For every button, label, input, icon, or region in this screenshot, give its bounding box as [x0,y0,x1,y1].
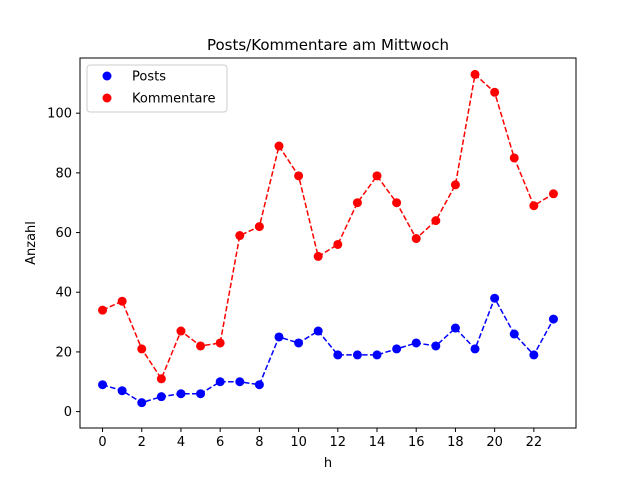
data-point [313,251,323,261]
data-point [176,326,186,336]
x-tick-label: 14 [369,435,386,450]
data-point [156,392,166,402]
data-point [274,141,284,151]
x-tick-label: 22 [526,435,543,450]
x-tick-label: 4 [177,435,185,450]
data-point [450,180,460,190]
data-point [450,323,460,333]
legend-marker [102,71,112,81]
y-tick-label: 80 [55,166,72,181]
data-point [235,231,245,241]
data-point [333,350,343,360]
data-point [411,234,421,244]
data-point [509,153,519,163]
data-point [352,350,362,360]
legend-box [86,64,228,113]
legend-marker [102,93,112,103]
series-posts [98,293,558,408]
data-point [548,189,558,199]
data-point [137,344,147,354]
y-tick-label: 20 [55,345,72,360]
data-point [333,239,343,249]
data-point [215,338,225,348]
data-point [294,338,304,348]
data-point [529,350,539,360]
data-point [372,350,382,360]
chart-title: Posts/Kommentare am Mittwoch [207,36,449,54]
x-tick-label: 2 [138,435,146,450]
data-point [254,380,264,390]
y-axis: 0 20 40 60 80 100 [47,107,80,420]
legend: Posts Kommentare [86,64,228,113]
data-point [490,293,500,303]
data-point [176,389,186,399]
data-point [313,326,323,336]
x-axis: 0 2 4 6 8 10 12 14 16 18 20 22 [98,428,542,450]
data-point [117,386,127,396]
series-kommentare [98,69,558,384]
data-point [392,198,402,208]
data-point [392,344,402,354]
y-tick-label: 60 [55,226,72,241]
data-point [98,305,108,315]
data-point [509,329,519,339]
plot-frame [79,57,577,429]
data-point [274,332,284,342]
data-point [548,314,558,324]
data-point [137,398,147,408]
y-tick-label: 0 [64,405,72,420]
data-point [411,338,421,348]
plot-area [80,58,576,428]
data-point [529,201,539,211]
data-point [156,374,166,384]
data-point [98,380,108,390]
data-point [431,341,441,351]
data-point [490,87,500,97]
x-tick-label: 0 [98,435,106,450]
x-tick-label: 20 [486,435,503,450]
series-layer [98,69,558,408]
data-point [196,341,206,351]
y-tick-label: 40 [55,286,72,301]
data-point [254,222,264,232]
x-tick-label: 16 [408,435,425,450]
data-point [117,296,127,306]
data-point [431,216,441,226]
data-point [294,171,304,181]
data-point [352,198,362,208]
x-tick-label: 12 [330,435,347,450]
data-point [235,377,245,387]
y-axis-label: Anzahl [24,221,39,265]
x-axis-label: h [324,456,332,471]
data-point [196,389,206,399]
x-tick-label: 10 [290,435,307,450]
data-point [470,344,480,354]
y-tick-label: 100 [47,107,72,122]
legend-label: Posts [132,70,166,85]
data-point [215,377,225,387]
data-point [372,171,382,181]
x-tick-label: 18 [447,435,464,450]
x-tick-label: 6 [216,435,224,450]
data-point [470,69,480,79]
legend-label: Kommentare [132,92,216,107]
x-tick-label: 8 [255,435,263,450]
